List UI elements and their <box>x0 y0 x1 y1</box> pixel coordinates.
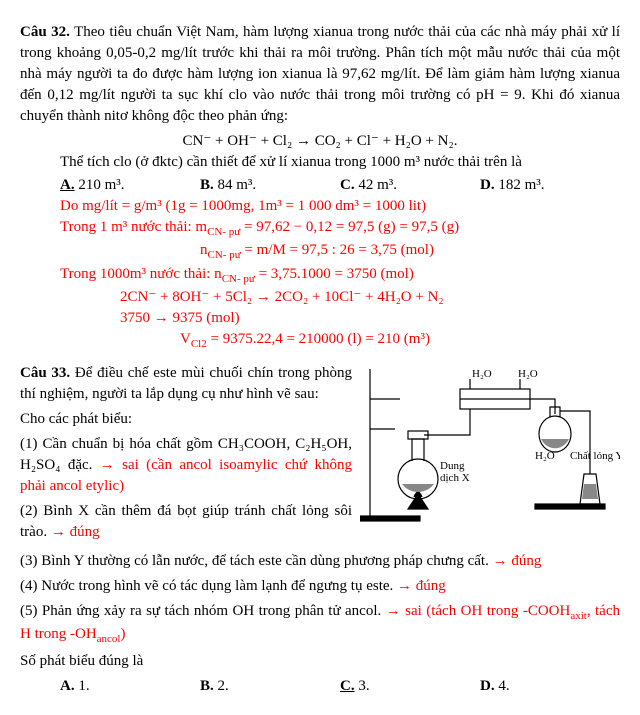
svg-text:H₂O: H₂O <box>535 450 555 462</box>
q33-p3: (3) Bình Y thường có lẫn nước, để tách e… <box>20 551 620 572</box>
q32-optD: D. 182 m³. <box>480 175 620 196</box>
svg-text:dịch X: dịch X <box>440 472 470 484</box>
q32-body: Theo tiêu chuẩn Việt Nam, hàm lượng xian… <box>20 24 620 124</box>
q32-s1: Do mg/lít = g/m³ (1g = 1000mg, 1m³ = 1 0… <box>20 196 620 217</box>
q32-s2: Trong 1 m³ nước thải: mCN- pư = 97,62 − … <box>20 217 620 240</box>
q33-optD: D. 4. <box>480 676 620 697</box>
q32-optA: A. 210 m³. <box>60 175 200 196</box>
q32-title: Câu 32. <box>20 24 70 40</box>
q33-figure: H₂O H₂O Dung dịch X H₂O Chất lỏng Y <box>360 359 620 547</box>
q32-s3: nCN- pư = m/M = 97,5 : 26 = 3,75 (mol) <box>20 240 620 263</box>
q32-ask: Thể tích clo (ở đktc) cần thiết để xử lí… <box>20 152 620 173</box>
q32: Câu 32. Theo tiêu chuẩn Việt Nam, hàm lư… <box>20 22 620 353</box>
fig-chatlong: Chất lỏng Y <box>570 450 620 462</box>
q33-optA: A. 1. <box>60 676 200 697</box>
q33-p1: (1) Cần chuẩn bị hóa chất gồm CH₃COOH, C… <box>20 434 352 497</box>
q33-options: A. 1. B. 2. C. 3. D. 4. <box>20 676 620 697</box>
q32-options: A. 210 m³. B. 84 m³. C. 42 m³. D. 182 m³… <box>20 175 620 196</box>
q32-s7: VCl2 = 9375.22,4 = 210000 (l) = 210 (m³) <box>20 329 620 352</box>
q32-s5: 2CN⁻ + 8OH⁻ + 5Cl₂ → 2CO₂ + 10Cl⁻ + 4H₂O… <box>20 287 620 308</box>
q33-p2: (2) Bình X cần thêm đá bọt giúp tránh ch… <box>20 501 352 543</box>
q33-p5: (5) Phản ứng xảy ra sự tách nhóm OH tron… <box>20 601 620 648</box>
fig-dungdich: Dung <box>440 460 465 472</box>
q32-equation: CN⁻ + OH⁻ + Cl₂ → CO₂ + Cl⁻ + H₂O + N₂. <box>20 131 620 152</box>
q32-s6: 3750 → 9375 (mol) <box>20 308 620 329</box>
q32-s4: Trong 1000m³ nước thải: nCN- pư = 3,75.1… <box>20 264 620 287</box>
q33-ask: Số phát biểu đúng là <box>20 651 620 672</box>
q33-p4: (4) Nước trong hình vẽ có tác dụng làm l… <box>20 576 620 597</box>
q32-optB: B. 84 m³. <box>200 175 340 196</box>
q32-optC: C. 42 m³. <box>340 175 480 196</box>
q33-lead: Cho các phát biểu: <box>20 409 352 430</box>
q33-optC: C. 3. <box>340 676 480 697</box>
q33-optB: B. 2. <box>200 676 340 697</box>
q33: Câu 33. Để điều chế este mùi chuối chín … <box>20 359 620 698</box>
fig-h2o-1: H₂O <box>472 368 492 380</box>
q32-text: Câu 32. Theo tiêu chuẩn Việt Nam, hàm lư… <box>20 22 620 127</box>
fig-h2o-2: H₂O <box>518 368 538 380</box>
q33-intro: Câu 33. Để điều chế este mùi chuối chín … <box>20 363 352 405</box>
